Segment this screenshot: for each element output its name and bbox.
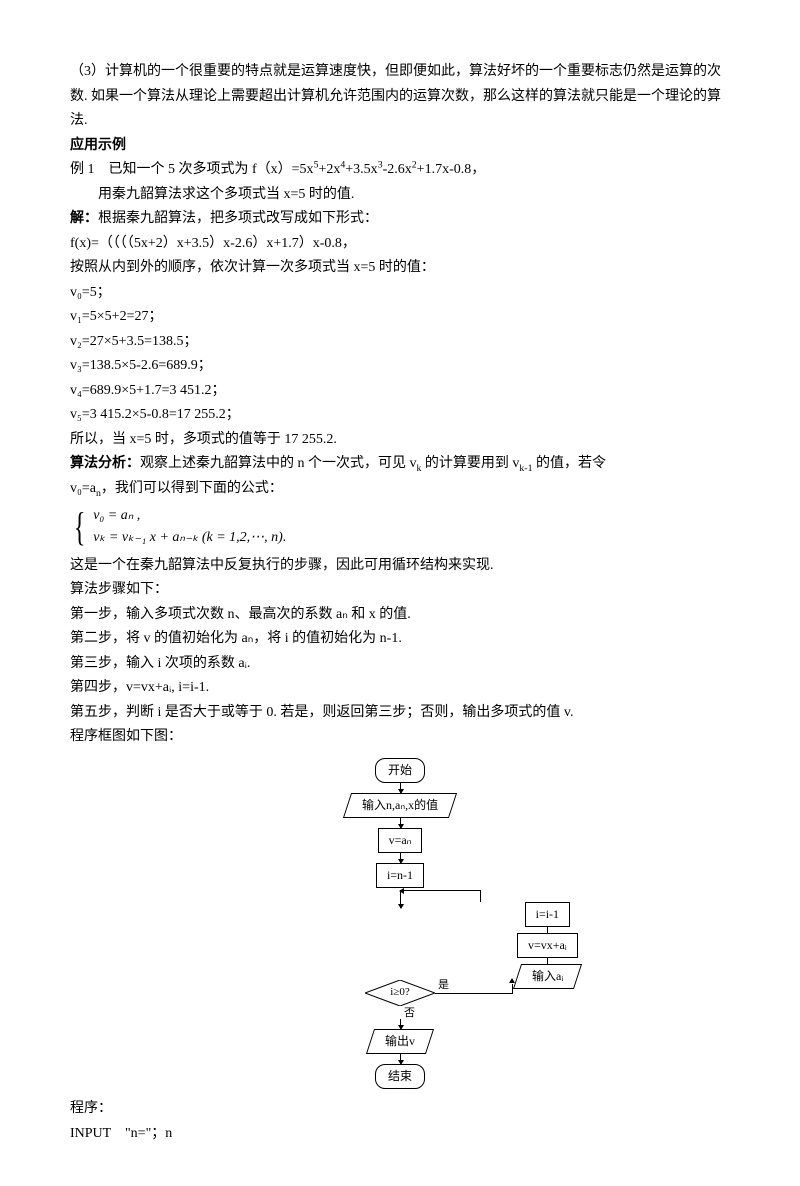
- fc-side-input-ai-text: 输入aᵢ: [532, 966, 563, 987]
- v4-line: v₄=689.9×5+1.7=3 451.2；: [70, 379, 730, 404]
- fc-arrow: [400, 890, 401, 908]
- analysis-line: 算法分析：观察上述秦九韶算法中的 n 个一次式，可见 vk 的计算要用到 vk-…: [70, 452, 730, 477]
- sub-k1: k-1: [519, 463, 532, 474]
- heading-examples: 应用示例: [70, 134, 730, 159]
- fc-return-line: [400, 890, 480, 891]
- fc-assign-i: i=n-1: [376, 863, 424, 888]
- ex1-seg-a: 例 1 已知一个 5 次多项式为 f（x）=5x: [70, 162, 314, 177]
- fc-side-vline-bot: [512, 984, 513, 994]
- steps-heading: 算法步骤如下：: [70, 578, 730, 603]
- v5-line: v₅=3 415.2×5-0.8=17 255.2；: [70, 403, 730, 428]
- fc-cond-text: i≥0?: [390, 983, 409, 1002]
- ex1-seg-b: +2x: [318, 162, 340, 177]
- fc-arrow: [400, 1019, 401, 1029]
- fc-end: 结束: [375, 1064, 425, 1089]
- loop-paragraph: 这是一个在秦九韶算法中反复执行的步骤，因此可用循环结构来实现.: [70, 554, 730, 579]
- program-heading: 程序：: [70, 1097, 730, 1122]
- solution-line: 解：根据秦九韶算法，把多项式改写成如下形式：: [70, 207, 730, 232]
- step-1: 第一步，输入多项式次数 n、最高次的系数 aₙ 和 x 的值.: [70, 603, 730, 628]
- fc-arrow: [400, 853, 401, 863]
- ex1-seg-e: +1.7x-0.8，: [417, 162, 486, 177]
- step-5: 第五步，判断 i 是否大于或等于 0. 若是，则返回第三步；否则，输出多项式的值…: [70, 701, 730, 726]
- paragraph-intro: （3）计算机的一个很重要的特点就是运算速度快，但即便如此，算法好坏的一个重要标志…: [70, 60, 730, 134]
- fc-side-v: v=vx+aᵢ: [517, 933, 578, 958]
- step-3: 第三步，输入 i 次项的系数 aᵢ.: [70, 652, 730, 677]
- ex1-seg-c: +3.5x: [345, 162, 377, 177]
- fc-arrow: [400, 1054, 401, 1064]
- v1-line: v₁=5×5+2=27；: [70, 305, 730, 330]
- fc-side-column: i=i-1 v=vx+aᵢ 输入aᵢ: [517, 902, 578, 989]
- analysis-label: 算法分析：: [70, 456, 140, 471]
- fc-arrow: [400, 818, 401, 828]
- order-line: 按照从内到外的顺序，依次计算一次多项式当 x=5 时的值：: [70, 256, 730, 281]
- ana2-a: v₀=a: [70, 481, 96, 496]
- example1-task: 用秦九韶算法求这个多项式当 x=5 时的值.: [70, 183, 730, 208]
- fc-start: 开始: [375, 758, 425, 783]
- example1-poly: 例 1 已知一个 5 次多项式为 f（x）=5x5+2x4+3.5x3-2.6x…: [70, 158, 730, 183]
- step-2: 第二步，将 v 的值初始化为 aₙ，将 i 的值初始化为 n-1.: [70, 627, 730, 652]
- fc-output-text: 输出v: [385, 1031, 415, 1052]
- fc-yes-line: [435, 993, 513, 994]
- fc-output: 输出v: [366, 1029, 434, 1054]
- ex1-seg-d: -2.6x: [383, 162, 412, 177]
- brace-line2: vₖ = vₖ₋₁ x + aₙ₋ₖ (k = 1,2,⋯, n).: [93, 527, 286, 549]
- v2-line: v₂=27×5+3.5=138.5；: [70, 330, 730, 355]
- left-brace-icon: {: [74, 507, 86, 547]
- fc-input-naX: 输入n,aₙ,x的值: [343, 793, 457, 818]
- ana2-b: ，我们可以得到下面的公式：: [101, 481, 283, 496]
- flowchart: 开始 输入n,aₙ,x的值 v=aₙ i=n-1 i=i-1 v=vx+aᵢ 输…: [300, 758, 500, 1089]
- fc-decision: i≥0?: [365, 980, 435, 1006]
- solution-text: 根据秦九韶算法，把多项式改写成如下形式：: [98, 211, 378, 226]
- fx-rewrite: f(x)=（（（（5x+2）x+3.5）x-2.6）x+1.7）x-0.8，: [70, 232, 730, 257]
- analysis-seg-b: 的计算要用到 v: [421, 456, 519, 471]
- v0-line: v₀=5；: [70, 281, 730, 306]
- v3-line: v₃=138.5×5-2.6=689.9；: [70, 354, 730, 379]
- fc-loop-region: i=i-1 v=vx+aᵢ 输入aᵢ i≥0? 是: [300, 888, 500, 1006]
- fc-side-input-ai: 输入aᵢ: [513, 964, 582, 989]
- fc-side-line: [547, 958, 548, 964]
- fc-input-naX-text: 输入n,aₙ,x的值: [362, 795, 438, 816]
- fc-arrowhead-up: [509, 978, 515, 983]
- so-line: 所以，当 x=5 时，多项式的值等于 17 255.2.: [70, 428, 730, 453]
- step-4: 第四步，v=vx+aᵢ, i=i-1.: [70, 676, 730, 701]
- solution-label: 解：: [70, 211, 98, 226]
- program-line1: INPUT "n="；n: [70, 1122, 730, 1147]
- fc-no-label: 否: [404, 1004, 415, 1023]
- brace-formula: { v₀ = aₙ , vₖ = vₖ₋₁ x + aₙ₋ₖ (k = 1,2,…: [70, 505, 730, 550]
- analysis-seg-a: 观察上述秦九韶算法中的 n 个一次式，可见 v: [140, 456, 417, 471]
- analysis-line2: v₀=an，我们可以得到下面的公式：: [70, 477, 730, 502]
- brace-line1: v₀ = aₙ ,: [93, 505, 286, 527]
- flowchart-heading: 程序框图如下图：: [70, 725, 730, 750]
- fc-side-dec: i=i-1: [525, 902, 570, 927]
- fc-side-vline-top: [480, 890, 481, 902]
- fc-arrow: [400, 783, 401, 793]
- fc-assign-v: v=aₙ: [378, 828, 423, 853]
- analysis-seg-c: 的值，若令: [532, 456, 606, 471]
